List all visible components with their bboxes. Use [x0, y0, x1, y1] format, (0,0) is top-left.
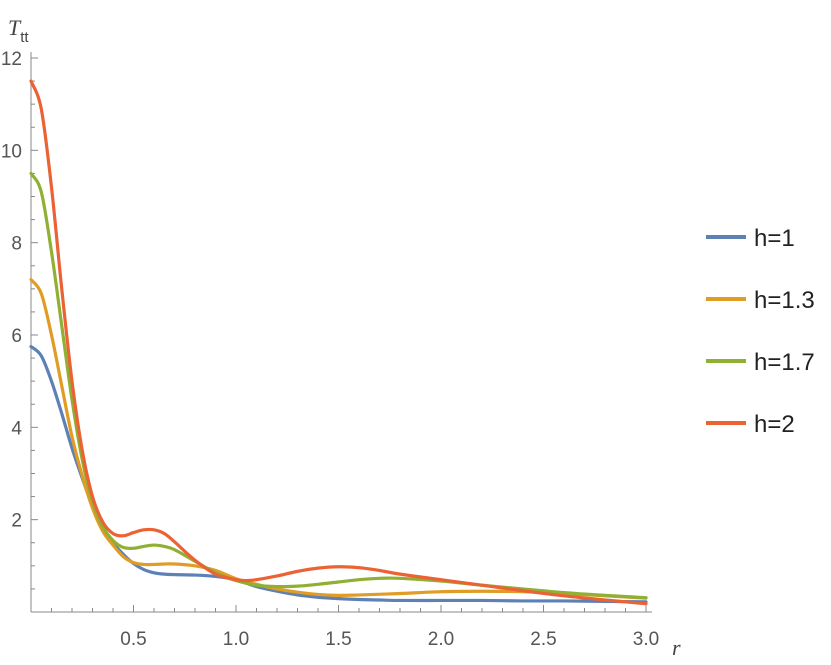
series-line-4: [29, 79, 648, 606]
x-tick-label: 1.0: [223, 629, 249, 650]
legend-label: h=1.3: [754, 287, 815, 314]
y-tick-label: 8: [11, 234, 22, 255]
legend-label: h=1.7: [754, 349, 815, 376]
y-tick-label: 12: [1, 49, 22, 70]
y-tick-label: 2: [11, 511, 22, 532]
x-tick-label: 3.0: [633, 629, 659, 650]
x-axis-title: r: [672, 635, 681, 660]
y-axis-title-main: T: [8, 15, 22, 40]
x-tick-label: 2.0: [428, 629, 454, 650]
legend-label: h=2: [754, 411, 795, 438]
y-tick-label: 10: [1, 141, 22, 162]
x-ticks-group: 0.5 1.0 1.5 2.0 2.5 3.0: [51, 605, 659, 650]
y-tick-label: 6: [11, 326, 22, 347]
x-tick-label: 0.5: [120, 629, 146, 650]
series-line-3: [29, 171, 648, 600]
legend-label: h=1: [754, 225, 795, 252]
y-ticks-group: 2 4 6 8 10 12: [1, 49, 38, 590]
legend: h=1 h=1.3 h=1.7 h=2: [706, 225, 815, 438]
y-axis-title-sub: tt: [20, 29, 29, 46]
y-tick-label: 4: [11, 418, 22, 439]
axes-group: 0.5 1.0 1.5 2.0 2.5 3.0 2 4 6 8 10 12: [1, 49, 659, 650]
x-tick-label: 1.5: [325, 629, 351, 650]
series-line-2: [29, 278, 648, 600]
series-group: [29, 79, 648, 606]
y-axis-title: Ttt: [8, 15, 29, 46]
x-tick-label: 2.5: [530, 629, 556, 650]
series-line-1: [29, 344, 648, 604]
